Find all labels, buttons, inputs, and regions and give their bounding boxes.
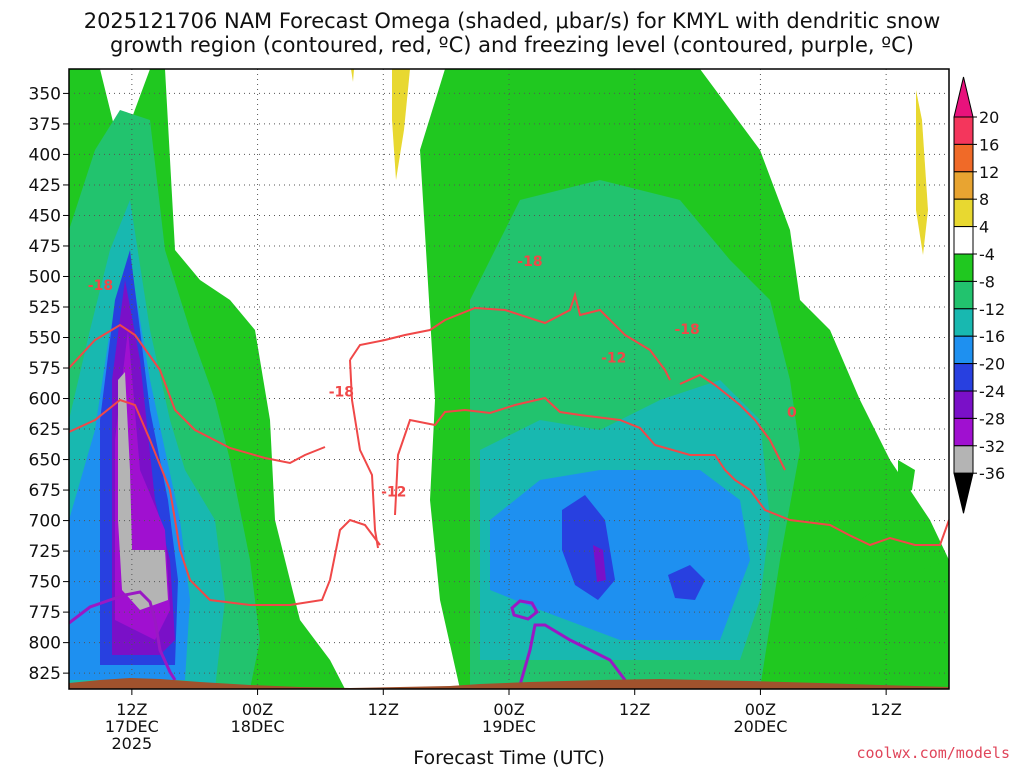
red-isotherm-contour: [69, 398, 381, 606]
contour-label: -18: [517, 254, 542, 270]
colorbar-segment: [953, 143, 974, 173]
omega-fill-violet: [593, 545, 606, 582]
colorbar-over-triangle: [953, 76, 974, 118]
colorbar-label: -16: [979, 327, 1005, 346]
contour-label: -18: [674, 322, 699, 338]
x-tick-label: 00Z: [745, 700, 776, 719]
y-tick-label: 625: [29, 420, 61, 440]
red-isotherm-contour: [69, 323, 326, 465]
x-tick-label: 12Z: [870, 700, 901, 719]
omega-fill-green: [898, 460, 915, 497]
colorbar-segment: [953, 363, 974, 392]
omega-fill-darkblue: [668, 565, 705, 600]
y-tick-label: 475: [29, 237, 61, 257]
omega-fill-yellow: [351, 69, 354, 82]
colorbar-label: -28: [979, 409, 1005, 428]
omega-fill-gray: [118, 372, 168, 610]
contour-label: 0: [787, 405, 797, 421]
x-tick-label: 2025: [111, 734, 152, 753]
freezing-level-contours: [69, 590, 627, 686]
contour-labels: -18 -18 -12 -18 -12 -18 0: [88, 254, 797, 501]
colorbar-segment: [953, 417, 974, 447]
colorbar-label: 12: [979, 163, 999, 182]
y-tick-label: 375: [29, 115, 61, 135]
y-tick-label: 575: [29, 359, 61, 379]
colorbar-segment: [953, 280, 974, 310]
red-isotherms: [69, 291, 949, 606]
grid-lines: [69, 69, 949, 689]
colorbar-label: 20: [979, 108, 999, 127]
colorbar-label: 4: [979, 218, 989, 237]
y-axis: 350 375 400 425 450 475 500 525 550 575 600 625 650 6…: [29, 84, 69, 684]
y-tick-label: 500: [29, 267, 61, 287]
y-tick-label: 525: [29, 298, 61, 318]
x-tick-label: 00Z: [242, 700, 273, 719]
red-isotherm-contour: [679, 373, 786, 471]
terrain-ground: [69, 678, 949, 689]
y-tick-label: 400: [29, 145, 61, 165]
omega-fill-green: [849, 560, 949, 689]
colorbar-segment: [953, 335, 974, 365]
red-isotherm-contour: [349, 359, 379, 549]
x-tick-label: 00Z: [493, 700, 524, 719]
colorbar-label: 16: [979, 135, 999, 154]
contour-label: -12: [381, 485, 406, 501]
y-tick-label: 450: [29, 206, 61, 226]
x-tick-label: 17DEC: [105, 717, 159, 736]
colorbar-segment: [953, 116, 974, 145]
colorbar-segment: [953, 445, 974, 474]
colorbar-label: -32: [979, 437, 1005, 456]
y-tick-label: 425: [29, 176, 61, 196]
y-tick-label: 700: [29, 512, 61, 532]
omega-fill-yellow: [916, 90, 928, 255]
colorbar-label: -24: [979, 382, 1005, 401]
colorbar-segment: [953, 171, 974, 200]
y-tick-label: 725: [29, 542, 61, 562]
colorbar-label: -4: [979, 245, 995, 264]
y-tick-label: 825: [29, 664, 61, 684]
credit-text: coolwx.com/models: [856, 744, 1010, 762]
colorbar-under-triangle: [953, 472, 974, 514]
red-isotherm-contour: [349, 291, 671, 381]
y-tick-label: 675: [29, 481, 61, 501]
contour-label: -18: [329, 384, 354, 400]
chart-title-line-1: 2025121706 NAM Forecast Omega (shaded, μ…: [83, 9, 941, 33]
contour-label: -12: [601, 350, 626, 366]
freezing-level-contour: [518, 623, 627, 686]
colorbar-segment: [953, 390, 974, 419]
x-axis-label: Forecast Time (UTC): [413, 747, 604, 768]
x-tick-label: 12Z: [116, 700, 147, 719]
y-tick-label: 800: [29, 634, 61, 654]
contour-label: -18: [88, 278, 113, 294]
x-tick-label: 12Z: [619, 700, 650, 719]
x-tick-label: 18DEC: [231, 717, 285, 736]
y-tick-label: 775: [29, 603, 61, 623]
y-tick-label: 350: [29, 84, 61, 104]
colorbar-label: -12: [979, 300, 1005, 319]
freezing-level-contour: [69, 590, 177, 681]
colorbar-label: -36: [979, 464, 1005, 483]
colorbar-label: -8: [979, 272, 995, 291]
colorbar: 20 16 12 8 4 -4 -8 -12 -16 -20 -24 -28 -32 -36: [953, 76, 1005, 514]
chart-title-line-2: growth region (contoured, red, ºC) and f…: [110, 33, 914, 57]
y-tick-label: 600: [29, 390, 61, 410]
colorbar-segment: [953, 226, 974, 255]
y-tick-label: 750: [29, 573, 61, 593]
colorbar-segment: [953, 198, 974, 228]
omega-fill-yellow: [392, 69, 410, 180]
y-tick-label: 650: [29, 451, 61, 471]
colorbar-label: -20: [979, 355, 1005, 374]
freezing-level-contour: [510, 599, 539, 621]
y-tick-label: 550: [29, 329, 61, 349]
x-tick-label: 20DEC: [733, 717, 787, 736]
colorbar-label: 8: [979, 190, 989, 209]
x-tick-label: 12Z: [368, 700, 399, 719]
colorbar-segment: [953, 253, 974, 282]
x-tick-label: 19DEC: [482, 717, 536, 736]
colorbar-segment: [953, 308, 974, 337]
red-isotherm-contour: [394, 396, 949, 547]
